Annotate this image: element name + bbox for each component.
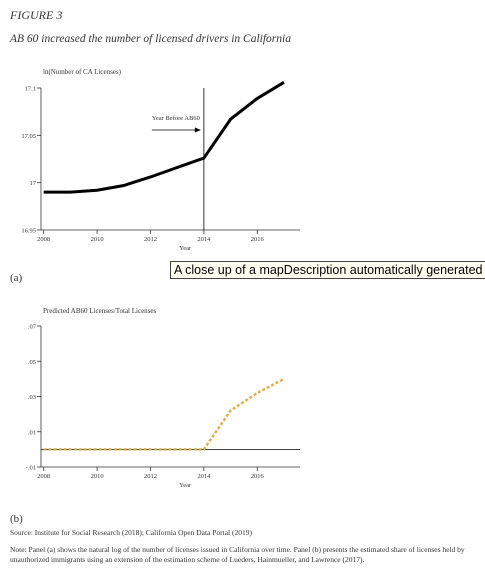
y-tick-label: .01: [28, 429, 36, 436]
y-tick-label: 17.1: [25, 86, 36, 93]
x-tick-label: 2014: [197, 473, 211, 480]
x-tick-label: 2016: [251, 236, 265, 243]
x-tick-label: 2010: [91, 236, 104, 243]
source-note: Source: Institute for Social Research (2…: [10, 528, 253, 537]
panel-b-label: (b): [10, 513, 23, 525]
y-axis-label: ln(Number of CA Licenses): [43, 68, 122, 76]
x-tick-label: 2008: [37, 473, 50, 480]
figure-label: FIGURE 3: [10, 8, 63, 22]
y-tick-label: .03: [28, 394, 36, 401]
image-description-tooltip: A close up of a mapDescription automatic…: [170, 261, 485, 279]
annotation-label: Year Before AB60: [152, 115, 200, 122]
y-tick-label: .05: [28, 359, 36, 366]
annotation-arrowhead: [194, 127, 201, 133]
x-tick-label: 2012: [144, 473, 157, 480]
chart-panel-a: ln(Number of CA Licenses) 16.95 17 17.05 17.…: [21, 68, 300, 252]
x-tick-label: 2010: [91, 473, 104, 480]
x-tick-label: 2012: [144, 236, 157, 243]
series-line: [43, 377, 285, 451]
y-tick-label: -.01: [26, 465, 36, 472]
y-axis-label: Predicted AB60 Licenses/Total Licenses: [43, 307, 157, 315]
y-tick-label: 17: [30, 180, 37, 187]
y-tick-label: 16.95: [21, 228, 36, 235]
footnote: Note: Panel (a) shows the natural log of…: [10, 545, 465, 564]
figure-title: AB 60 increased the number of licensed d…: [10, 33, 291, 45]
x-tick-label: 2014: [197, 236, 211, 243]
chart-panel-b: Predicted AB60 Licenses/Total Licenses -.…: [26, 307, 300, 489]
x-tick-label: 2016: [251, 473, 265, 480]
x-axis-label: Year: [179, 482, 192, 489]
x-axis-label: Year: [179, 245, 192, 252]
y-tick-label: 17.05: [21, 133, 36, 140]
series-line: [43, 81, 285, 194]
y-tick-label: .07: [28, 324, 37, 331]
panel-a-label: (a): [10, 272, 23, 284]
x-tick-label: 2008: [37, 236, 50, 243]
